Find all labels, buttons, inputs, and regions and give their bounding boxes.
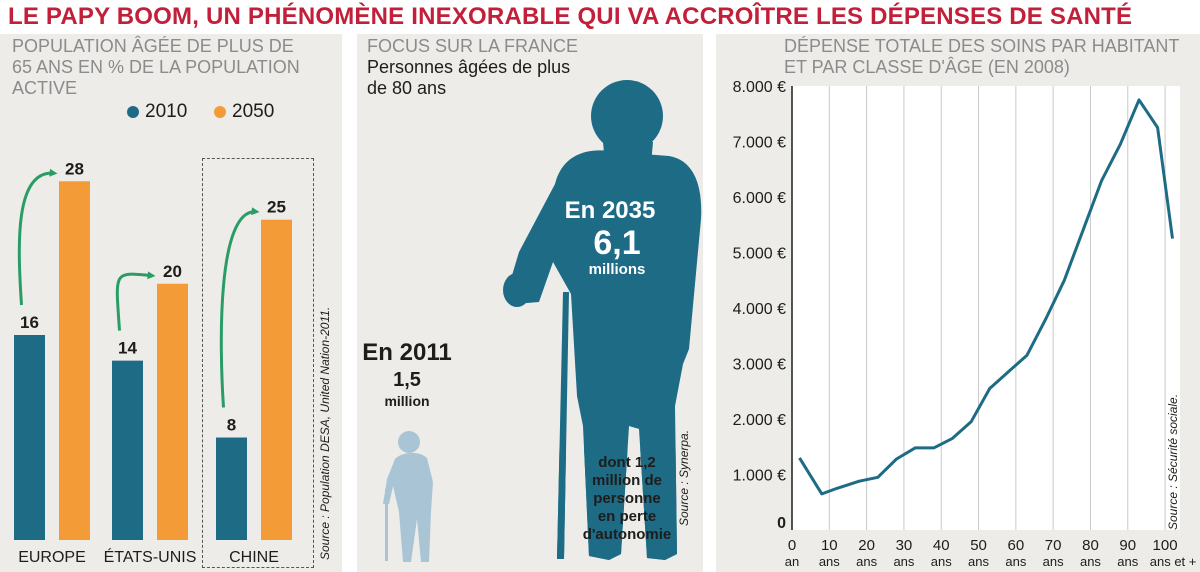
bar-label-2050-1: 20	[163, 262, 182, 281]
small-elderly-figure	[383, 431, 433, 562]
bar-2010-1	[112, 360, 143, 540]
xtick-unit-2: ans	[856, 554, 877, 569]
legend-2050: 2050	[214, 101, 274, 123]
xtick-label-10: 100	[1153, 537, 1178, 554]
value-2011-unit: million	[384, 393, 430, 409]
value-2011-number: 1,5	[393, 369, 421, 391]
xtick-unit-6: ans	[1005, 554, 1026, 569]
population-title-line-3: ACTIVE	[12, 78, 78, 98]
year-2035: En 2035	[564, 197, 656, 224]
category-label-2: CHINE	[229, 549, 279, 566]
ytick-label-7: 7.000 €	[733, 135, 786, 152]
bar-label-2050-0: 28	[65, 159, 84, 178]
spending-line-chart: 0 1.000 € 2.000 € 3.000 € 4.000 € 5.000 € 6.00…	[733, 79, 1197, 569]
ytick-label-6: 6.000 €	[733, 190, 786, 207]
large-elderly-figure	[503, 80, 702, 561]
ytick-label-1: 1.000 €	[733, 468, 786, 485]
xtick-unit-8: ans	[1080, 554, 1101, 569]
xtick-label-8: 80	[1082, 537, 1099, 554]
xtick-label-5: 50	[970, 537, 987, 554]
ytick-label-0: 0	[777, 515, 786, 532]
plot-area	[792, 86, 1180, 530]
dependent-line-1: dont 1,2	[598, 454, 656, 471]
ytick-label-2: 2.000 €	[733, 412, 786, 429]
bar-group-1: 14 20 ÉTATS-UNIS	[104, 262, 197, 566]
bar-group-0: 16 28 EUROPE	[14, 159, 90, 566]
spending-series-line	[798, 98, 1174, 496]
xtick-unit-10: ans et +	[1150, 554, 1197, 569]
dependent-line-2: million de	[591, 472, 662, 489]
population-bar-chart: 16 28 EUROPE 14 20 ÉTATS-UNIS 8 25 CHINE	[14, 159, 292, 566]
category-label-1: ÉTATS-UNIS	[104, 547, 197, 566]
legend-2010-swatch	[127, 106, 139, 118]
main-title: LE PAPY BOOM, UN PHÉNOMÈNE INEXORABLE QU…	[8, 3, 1133, 30]
ytick-label-5: 5.000 €	[733, 246, 786, 263]
dependent-note: dont 1,2 million de personne en perte d'…	[562, 454, 692, 544]
france-subtitle-line-1: Personnes âgées de plus	[367, 57, 571, 77]
health-spending-panel: DÉPENSE TOTALE DES SOINS PAR HABITANT ET…	[716, 34, 1200, 572]
xtick-label-3: 30	[896, 537, 913, 554]
france-panel: FOCUS SUR LA FRANCE Personnes âgées de p…	[357, 34, 703, 572]
legend-2050-label: 2050	[232, 101, 275, 122]
xtick-unit-3: ans	[893, 554, 914, 569]
bar-2050-2	[261, 219, 292, 540]
xtick-label-7: 70	[1045, 537, 1062, 554]
xtick-label-4: 40	[933, 537, 950, 554]
elderly-figures	[383, 80, 702, 562]
dependent-line-5: d'autonomie	[582, 526, 672, 543]
xtick-unit-5: ans	[968, 554, 989, 569]
year-2011: En 2011	[362, 339, 452, 366]
spending-title-line-2: ET PAR CLASSE D'ÂGE (EN 2008)	[784, 57, 1070, 77]
growth-arrow-2	[219, 207, 260, 408]
xtick-unit-9: ans	[1117, 554, 1138, 569]
dependent-line-4: en perte	[597, 508, 657, 525]
population-source: Source : Population DESA, United Nation-…	[318, 306, 332, 560]
spending-source: Source : Sécurité sociale.	[1166, 393, 1180, 530]
xtick-label-0: 0	[788, 537, 796, 554]
population-chart-title: POPULATION ÂGÉE DE PLUS DE 65 ANS EN % D…	[12, 36, 300, 99]
bar-2010-2	[216, 437, 247, 540]
bar-label-2010-1: 14	[118, 339, 137, 358]
bar-label-2010-2: 8	[227, 416, 236, 435]
xtick-unit-1: ans	[819, 554, 840, 569]
bar-label-2050-2: 25	[267, 198, 286, 217]
france-subtitle: Personnes âgées de plus de 80 ans	[367, 57, 570, 99]
xtick-label-2: 20	[858, 537, 875, 554]
dependent-line-3: personne	[593, 490, 661, 507]
legend-2050-swatch	[214, 106, 226, 118]
spending-title-line-1: DÉPENSE TOTALE DES SOINS PAR HABITANT	[784, 36, 1180, 56]
value-2035-unit: millions	[588, 261, 646, 278]
value-2035: En 2035 6,1 millions	[565, 197, 662, 278]
category-label-0: EUROPE	[18, 549, 86, 566]
bar-group-2: 8 25 CHINE	[216, 198, 292, 566]
bar-2010-0	[14, 335, 45, 540]
population-title-line-2: 65 ANS EN % DE LA POPULATION	[12, 57, 300, 77]
xtick-label-6: 60	[1008, 537, 1025, 554]
xtick-unit-4: ans	[931, 554, 952, 569]
france-title: FOCUS SUR LA FRANCE	[367, 36, 579, 56]
population-title-line-1: POPULATION ÂGÉE DE PLUS DE	[12, 36, 294, 56]
growth-arrow-1	[115, 271, 156, 331]
legend-2010: 2010	[127, 101, 187, 123]
value-2035-number: 6,1	[593, 224, 641, 262]
france-source: Source : Synerpa.	[677, 429, 691, 526]
bar-2050-0	[59, 181, 90, 540]
xtick-unit-0: an	[785, 554, 799, 569]
bar-label-2010-0: 16	[20, 313, 39, 332]
xtick-unit-7: ans	[1043, 554, 1064, 569]
france-subtitle-line-2: de 80 ans	[367, 78, 447, 98]
legend-2010-label: 2010	[145, 101, 188, 122]
ytick-label-4: 4.000 €	[733, 301, 786, 318]
ytick-label-8: 8.000 €	[733, 79, 786, 96]
china-highlight-box	[202, 158, 314, 568]
population-panel: POPULATION ÂGÉE DE PLUS DE 65 ANS EN % D…	[0, 34, 342, 572]
xtick-label-1: 10	[821, 537, 838, 554]
bar-2050-1	[157, 283, 188, 540]
ytick-label-3: 3.000 €	[733, 357, 786, 374]
spending-chart-title: DÉPENSE TOTALE DES SOINS PAR HABITANT ET…	[784, 36, 1179, 78]
value-2011: En 2011 1,5 million	[362, 339, 452, 409]
growth-arrow-0	[17, 168, 58, 306]
xtick-label-9: 90	[1119, 537, 1136, 554]
